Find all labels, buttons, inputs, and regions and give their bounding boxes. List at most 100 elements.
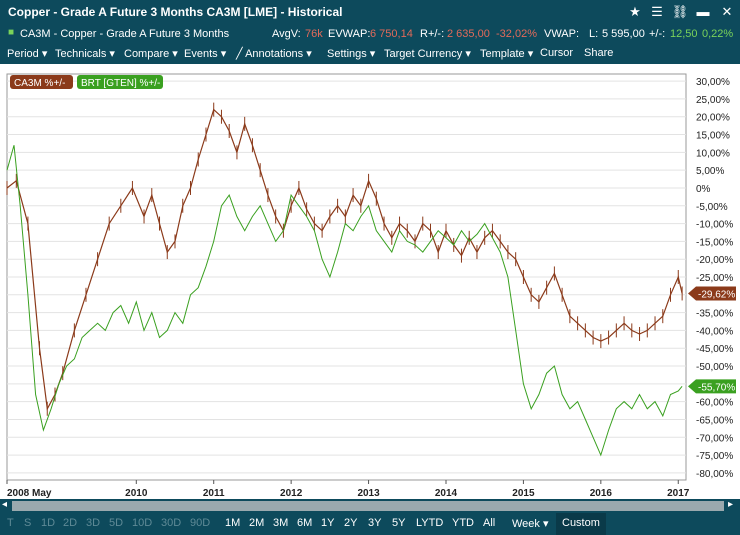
evwap-label: EVWAP: <box>328 28 371 40</box>
avgv-label: AvgV: <box>272 28 301 40</box>
last-value-flag-1 <box>688 379 736 394</box>
minimize-icon[interactable]: ▬ <box>696 4 710 19</box>
series-group <box>6 102 683 457</box>
series-marker-icon: ■ <box>8 27 15 38</box>
y-tick-label: -25,00% <box>696 273 733 284</box>
y-tick-label: -15,00% <box>696 237 733 248</box>
x-tick-label: 2010 <box>125 488 148 499</box>
period-2d: 2D <box>63 517 78 529</box>
evwap-value: 6 750,14 <box>370 28 413 40</box>
y-tick-label: -5,00% <box>696 202 728 213</box>
y-tick-label: -45,00% <box>696 344 733 355</box>
rpm-label: R+/-: <box>420 28 445 40</box>
menu-technicals[interactable]: Technicals ▾ <box>55 48 115 60</box>
period-2y[interactable]: 2Y <box>344 517 358 529</box>
period-3y[interactable]: 3Y <box>368 517 382 529</box>
menu-annotations[interactable]: ╱ Annotations ▾ <box>236 48 312 60</box>
period-3m[interactable]: 3M <box>273 517 289 529</box>
info-bar: ■ CA3M - Copper - Grade A Future 3 Month… <box>0 24 740 44</box>
menu-settings[interactable]: Settings ▾ <box>327 48 376 60</box>
period-lytd[interactable]: LYTD <box>416 517 444 529</box>
menu-period[interactable]: Period ▾ <box>7 48 48 60</box>
last-value-flag-0 <box>688 286 736 301</box>
horizontal-scrollbar[interactable]: ◂ ▸ <box>0 499 740 513</box>
y-tick-label: -65,00% <box>696 415 733 426</box>
menu-compare[interactable]: Compare ▾ <box>124 48 178 60</box>
rpm-value: 2 635,00 <box>447 28 490 40</box>
y-tick-label: -40,00% <box>696 326 733 337</box>
pencil-icon: ╱ <box>236 48 243 60</box>
period-1y[interactable]: 1Y <box>321 517 335 529</box>
y-tick-label: -60,00% <box>696 398 733 409</box>
period-90d: 90D <box>190 517 211 529</box>
y-tick-label: 5,00% <box>696 166 724 177</box>
y-tick-label: -10,00% <box>696 220 733 231</box>
unlink-icon[interactable]: ⛓ <box>671 4 689 19</box>
x-tick-label: 2011 <box>203 488 225 499</box>
y-tick-label: 10,00% <box>696 148 730 159</box>
period-30d: 30D <box>161 517 182 529</box>
period-5y[interactable]: 5Y <box>392 517 406 529</box>
x-tick-label: 2016 <box>590 488 613 499</box>
scroll-left-icon[interactable]: ◂ <box>2 499 8 510</box>
menu-target-currency[interactable]: Target Currency ▾ <box>384 48 471 60</box>
x-tick-label: 2015 <box>512 488 535 499</box>
period-5d: 5D <box>109 517 124 529</box>
pm-pct: 0,22% <box>702 28 734 40</box>
title-bar: Copper - Grade A Future 3 Months CA3M [L… <box>0 0 740 24</box>
close-icon[interactable]: ✕ <box>721 4 733 19</box>
y-tick-label: 20,00% <box>696 113 730 124</box>
last-value-labels: -29,62% -55,70% <box>688 286 736 394</box>
last-label: L: <box>589 28 599 40</box>
last-value: 5 595,00 <box>602 28 645 40</box>
menu-events[interactable]: Events ▾ <box>184 48 227 60</box>
period-ytd[interactable]: YTD <box>452 517 474 529</box>
legend: CA3M %+/- BRT [GTEN] %+/- <box>10 75 163 89</box>
y-tick-label: -50,00% <box>696 362 733 373</box>
avgv-value: 76k <box>305 28 323 40</box>
price-chart[interactable]: 30,00% 25,00% 20,00% 15,00% 10,00% 5,00% 0% -5,… <box>0 64 740 499</box>
period-1m[interactable]: 1M <box>225 517 241 529</box>
last-value-text-1: -55,70% <box>698 382 735 393</box>
grid-lines <box>6 73 687 481</box>
period-6m[interactable]: 6M <box>297 517 313 529</box>
x-tick-label: 2014 <box>435 488 458 499</box>
y-axis: 30,00% 25,00% 20,00% 15,00% 10,00% 5,00% 0% -5,… <box>696 77 733 480</box>
x-tick-label: 2008 May <box>7 488 52 499</box>
x-tick-label: 2013 <box>357 488 380 499</box>
star-icon[interactable]: ★ <box>629 4 641 19</box>
legend-chip-0[interactable] <box>10 75 73 89</box>
series-line-1 <box>6 145 683 457</box>
scroll-right-icon[interactable]: ▸ <box>728 499 734 510</box>
y-tick-label: 25,00% <box>696 95 730 106</box>
period-10d: 10D <box>132 517 153 529</box>
vwap-label: VWAP: <box>544 28 580 40</box>
period-1d: 1D <box>41 517 56 529</box>
period-all[interactable]: All <box>483 517 496 529</box>
y-tick-label: -35,00% <box>696 309 733 320</box>
period-3d: 3D <box>86 517 101 529</box>
y-tick-label: -20,00% <box>696 255 733 266</box>
chart-area[interactable]: 30,00% 25,00% 20,00% 15,00% 10,00% 5,00% 0% -5,… <box>0 64 740 499</box>
x-tick-label: 2012 <box>280 488 303 499</box>
y-tick-label: 0% <box>696 184 711 195</box>
scroll-thumb[interactable] <box>12 501 724 511</box>
y-tick-label: 15,00% <box>696 131 730 142</box>
series-line-0 <box>6 108 683 411</box>
menu-icon[interactable]: ☰ <box>651 4 663 19</box>
custom-button[interactable]: Custom <box>556 513 606 535</box>
pm-label: +/-: <box>649 28 666 40</box>
instrument-name: CA3M - Copper - Grade A Future 3 Months <box>20 28 230 40</box>
x-tick-label: 2017 <box>667 488 690 499</box>
menu-cursor[interactable]: Cursor <box>540 47 574 59</box>
x-axis: 2008 May 2010 2011 2012 2013 2014 2015 2016 2017 <box>6 480 690 499</box>
pm-value: 12,50 <box>670 28 698 40</box>
period-2m[interactable]: 2M <box>249 517 265 529</box>
last-value-text-0: -29,62% <box>698 289 735 300</box>
menu-share[interactable]: Share <box>584 47 614 59</box>
period-bar: T S 1D 2D 3D 5D 10D 30D 90D 1M 2M 3M 6M … <box>0 513 740 535</box>
period-t: T <box>7 517 14 529</box>
legend-chip-1[interactable] <box>77 75 163 89</box>
menu-template[interactable]: Template ▾ <box>480 48 534 60</box>
week-dropdown[interactable]: Week ▾ <box>512 518 549 530</box>
